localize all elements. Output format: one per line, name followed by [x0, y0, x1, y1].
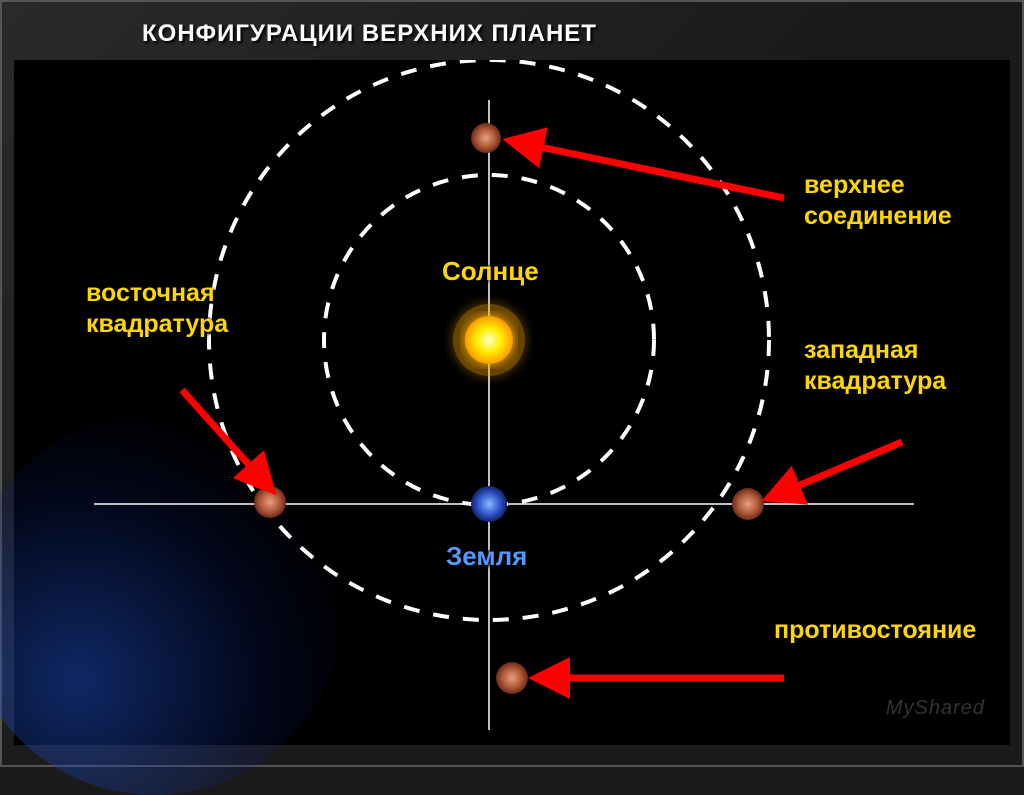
planet-west-quadrature: [732, 488, 764, 520]
diagram-area: Солнце Земля верхнеесоединение восточнаяква…: [14, 60, 1010, 745]
arrow-west: [774, 442, 902, 496]
slide: КОНФИГУРАЦИИ ВЕРХНИХ ПЛАНЕТ: [0, 0, 1024, 767]
watermark: MyShared: [886, 697, 985, 720]
planet-superior-conjunction: [471, 123, 501, 153]
arrow-east: [182, 390, 267, 485]
orbit-diagram: [14, 60, 1014, 750]
earth-icon: [471, 486, 507, 522]
sun-icon: [465, 316, 513, 364]
planet-opposition: [496, 662, 528, 694]
planet-east-quadrature: [254, 486, 286, 518]
label-west: западнаяквадратура: [804, 335, 946, 398]
label-opposition: противостояние: [774, 615, 976, 646]
label-superior: верхнеесоединение: [804, 170, 952, 233]
earth-label: Земля: [446, 540, 527, 573]
label-east: восточнаяквадратура: [86, 278, 228, 341]
slide-title: КОНФИГУРАЦИИ ВЕРХНИХ ПЛАНЕТ: [142, 20, 597, 48]
sun-label: Солнце: [442, 255, 539, 288]
